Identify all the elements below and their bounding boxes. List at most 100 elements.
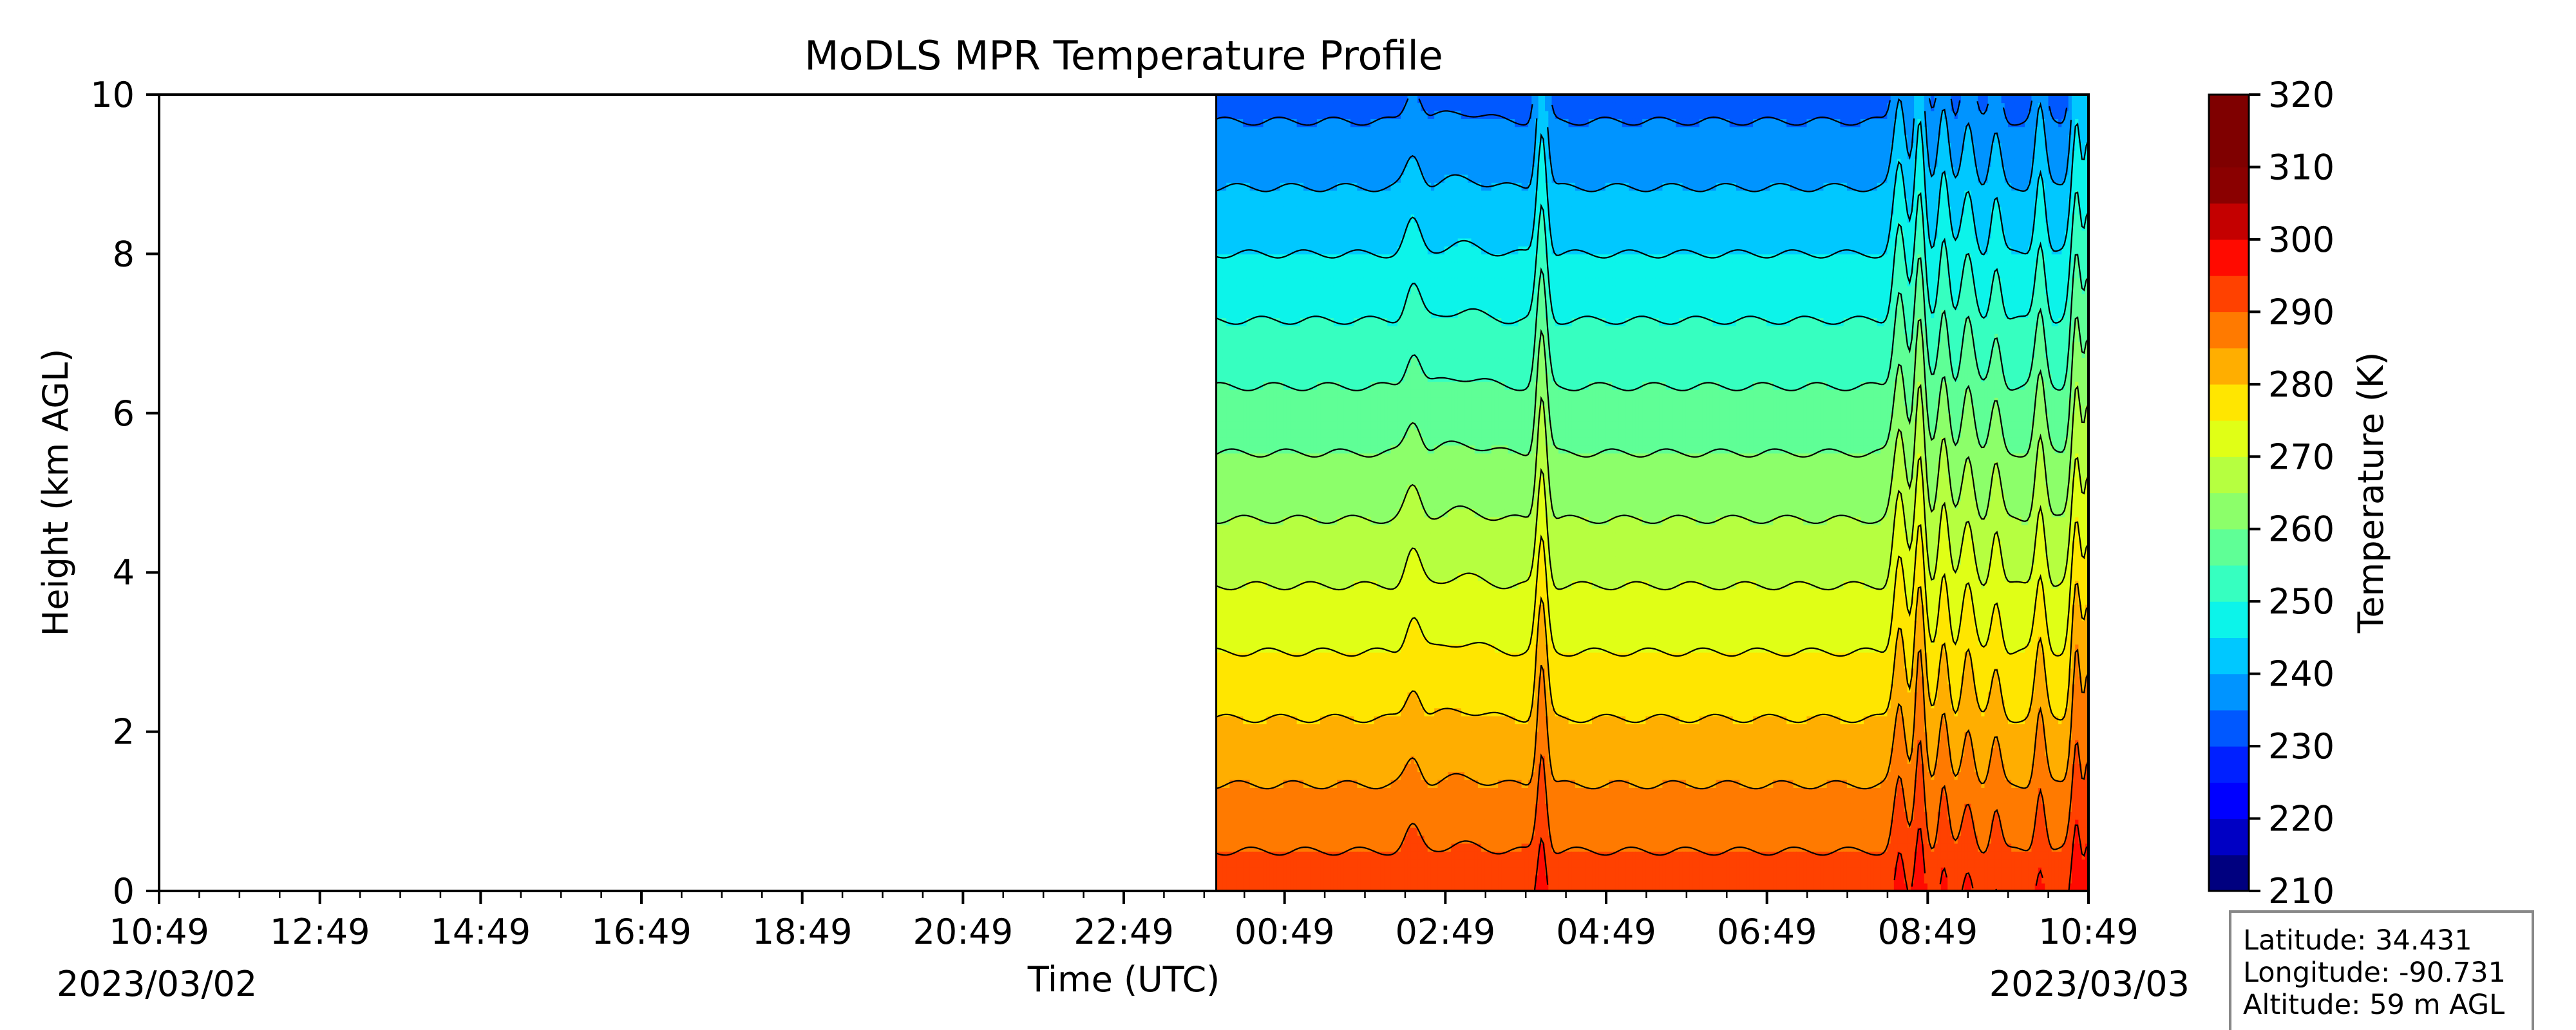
contour-cell bbox=[1253, 628, 1257, 637]
contour-cell bbox=[1347, 135, 1351, 143]
contour-cell bbox=[1378, 262, 1381, 270]
contour-cell bbox=[1374, 341, 1378, 350]
contour-cell bbox=[1361, 596, 1365, 604]
contour-cell bbox=[1331, 668, 1334, 677]
contour-cell bbox=[1243, 692, 1247, 700]
contour-cell bbox=[1223, 413, 1227, 422]
contour-cell bbox=[1320, 429, 1324, 438]
contour-cell bbox=[1303, 707, 1307, 716]
contour-cell bbox=[1344, 294, 1348, 302]
contour-cell bbox=[1243, 437, 1247, 445]
contour-cell bbox=[1300, 142, 1304, 151]
contour-cell bbox=[1320, 612, 1324, 621]
contour-cell bbox=[1267, 135, 1271, 143]
contour-cell bbox=[1260, 222, 1264, 230]
contour-cell bbox=[1314, 158, 1318, 167]
contour-cell bbox=[1243, 102, 1247, 111]
contour-cell bbox=[1337, 151, 1341, 159]
contour-cell bbox=[1243, 302, 1247, 310]
contour-cell bbox=[1334, 612, 1338, 621]
contour-cell bbox=[1226, 333, 1230, 342]
contour-cell bbox=[1276, 174, 1280, 183]
contour-cell bbox=[1320, 732, 1324, 740]
contour-cell bbox=[1267, 668, 1271, 677]
contour-cell bbox=[1340, 421, 1344, 429]
contour-cell bbox=[1354, 811, 1358, 819]
contour-cell bbox=[1276, 628, 1280, 637]
contour-cell bbox=[1276, 102, 1280, 111]
contour-cell bbox=[1229, 142, 1233, 151]
contour-cell bbox=[1293, 572, 1297, 581]
contour-cell bbox=[1276, 469, 1280, 477]
contour-cell bbox=[1307, 437, 1311, 445]
contour-cell bbox=[1229, 565, 1233, 573]
contour-cell bbox=[1307, 796, 1311, 804]
contour-cell bbox=[1240, 588, 1244, 597]
contour-cell bbox=[1314, 780, 1318, 788]
contour-cell bbox=[1381, 294, 1385, 302]
contour-cell bbox=[1287, 366, 1291, 374]
contour-cell bbox=[1220, 341, 1224, 350]
contour-cell bbox=[1367, 238, 1371, 247]
contour-cell bbox=[1233, 747, 1237, 756]
contour-cell bbox=[1327, 405, 1331, 413]
contour-cell bbox=[1337, 532, 1341, 541]
contour-cell bbox=[1297, 588, 1301, 597]
contour-cell bbox=[1263, 477, 1267, 485]
contour-cell bbox=[1344, 151, 1348, 159]
contour-cell bbox=[1334, 636, 1338, 644]
contour-cell bbox=[1350, 294, 1354, 302]
contour-cell bbox=[1370, 485, 1374, 493]
contour-cell bbox=[1236, 397, 1240, 406]
contour-cell bbox=[1331, 341, 1334, 350]
contour-cell bbox=[1357, 373, 1361, 382]
contour-cell bbox=[1226, 843, 1230, 852]
contour-cell bbox=[1367, 771, 1371, 780]
contour-cell bbox=[1250, 620, 1254, 628]
contour-cell bbox=[1347, 142, 1351, 151]
contour-cell bbox=[1229, 126, 1233, 135]
contour-cell bbox=[1243, 556, 1247, 565]
contour-cell bbox=[1331, 811, 1334, 819]
contour-cell bbox=[1243, 668, 1247, 677]
contour-cell bbox=[1327, 437, 1331, 445]
contour-cell bbox=[1233, 700, 1237, 708]
contour-cell bbox=[1297, 867, 1301, 876]
contour-cell bbox=[1350, 819, 1354, 828]
contour-cell bbox=[1361, 604, 1365, 613]
contour-cell bbox=[1350, 477, 1354, 485]
contour-cell bbox=[1334, 302, 1338, 310]
contour-cell bbox=[1340, 166, 1344, 174]
contour-cell bbox=[1293, 732, 1297, 740]
contour-cell bbox=[1226, 413, 1230, 422]
contour-cell bbox=[1287, 453, 1291, 462]
contour-cell bbox=[1354, 604, 1358, 613]
contour-cell bbox=[1297, 644, 1301, 653]
contour-cell bbox=[1260, 111, 1264, 119]
contour-cell bbox=[1293, 206, 1297, 214]
contour-cell bbox=[1263, 803, 1267, 812]
contour-cell bbox=[1374, 732, 1378, 740]
contour-cell bbox=[1317, 477, 1321, 485]
contour-cell bbox=[1300, 302, 1304, 310]
contour-cell bbox=[1240, 517, 1244, 525]
contour-cell bbox=[1223, 732, 1227, 740]
contour-cell bbox=[1297, 135, 1301, 143]
contour-cell bbox=[1381, 461, 1385, 469]
contour-cell bbox=[1334, 142, 1338, 151]
contour-cell bbox=[1290, 636, 1294, 644]
contour-cell bbox=[1364, 262, 1368, 270]
contour-cell bbox=[1347, 166, 1351, 174]
contour-cell bbox=[1220, 286, 1224, 294]
contour-cell bbox=[1323, 572, 1327, 581]
contour-cell bbox=[1323, 525, 1327, 533]
contour-cell bbox=[1378, 357, 1381, 366]
contour-cell bbox=[1287, 756, 1291, 764]
contour-cell bbox=[1240, 174, 1244, 183]
contour-cell bbox=[1236, 532, 1240, 541]
contour-cell bbox=[1287, 787, 1291, 796]
contour-cell bbox=[1370, 214, 1374, 223]
contour-cell bbox=[1334, 763, 1338, 772]
contour-cell bbox=[1310, 174, 1314, 183]
contour-cell bbox=[1253, 126, 1257, 135]
